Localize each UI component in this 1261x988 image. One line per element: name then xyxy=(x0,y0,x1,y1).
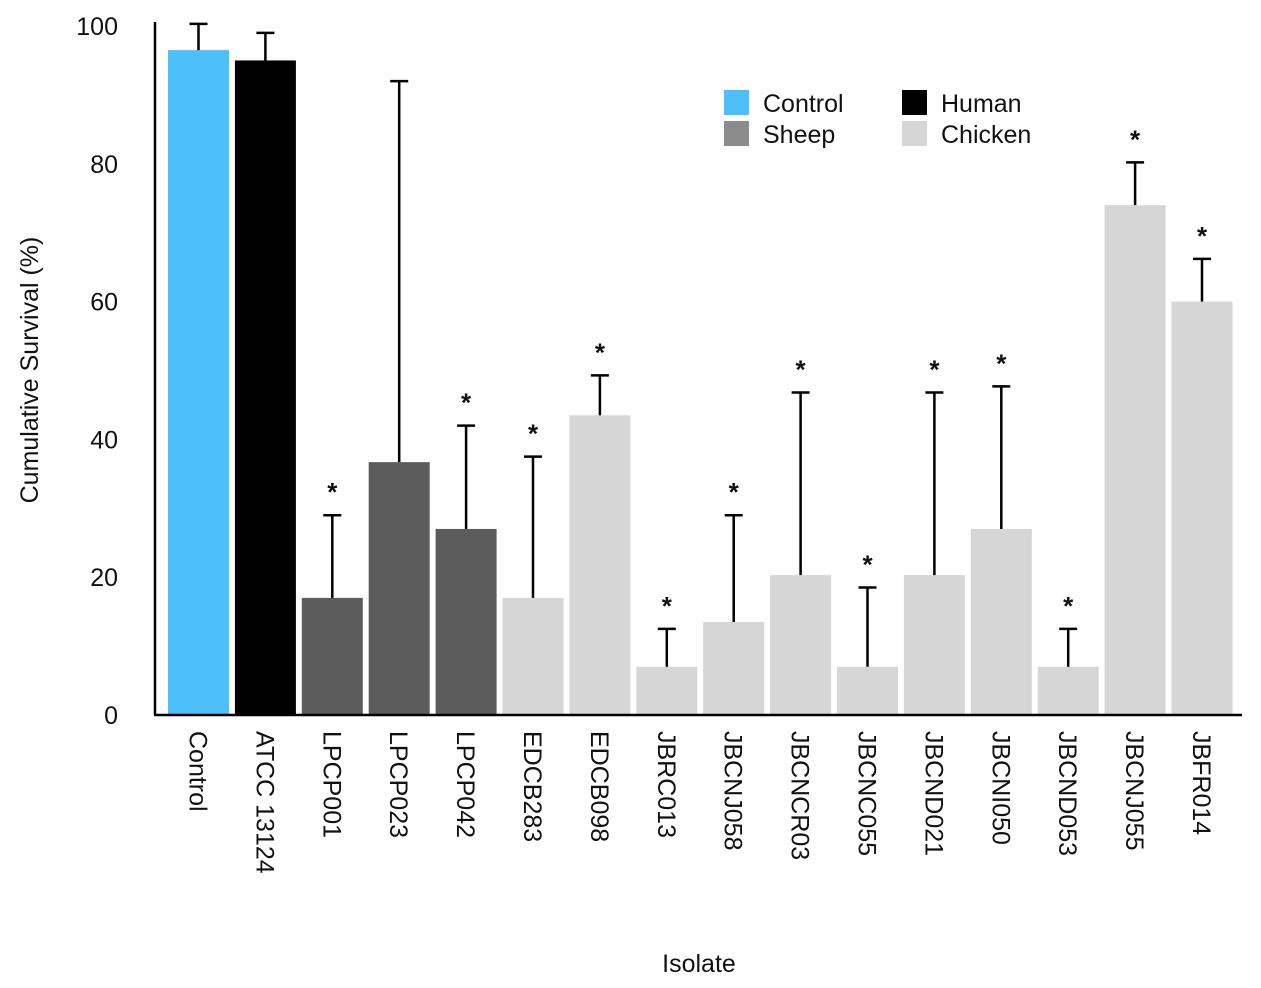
axes: 0 20 40 60 80 100 Control ATCC 13124 LPCP001 LPC… xyxy=(76,13,1242,874)
x-tick-label: JBCNCR03 xyxy=(786,731,814,860)
x-tick-label: JBCNI050 xyxy=(986,731,1014,845)
significance-star: * xyxy=(528,419,539,449)
bar-atcc-13124 xyxy=(234,60,296,715)
bar-lpcp023 xyxy=(368,462,430,715)
x-tick-label: JBCNJ058 xyxy=(719,731,747,851)
bar-jbcnd053 xyxy=(1037,666,1099,715)
significance-star: * xyxy=(327,477,338,507)
legend-label-sheep: Sheep xyxy=(763,121,835,149)
y-tick-label: 40 xyxy=(90,426,118,454)
x-tick-label: LPCP042 xyxy=(451,731,479,838)
x-tick-label: JBFR014 xyxy=(1187,731,1215,835)
bar-lpcp042 xyxy=(435,528,497,715)
y-axis-title: Cumulative Survival (%) xyxy=(16,237,44,504)
bar-jbcnc055 xyxy=(837,666,898,715)
x-tick-label: EDCB283 xyxy=(518,731,546,842)
bar-control xyxy=(168,50,229,716)
x-tick-label: JBCNC055 xyxy=(853,731,881,856)
bar-edcb283 xyxy=(502,597,564,715)
bar-jbcni050 xyxy=(970,528,1032,715)
x-tick-label: JBCND053 xyxy=(1053,731,1081,856)
x-tick-label: JBCND021 xyxy=(919,731,947,856)
significance-star: * xyxy=(1063,591,1074,621)
legend-label-human: Human xyxy=(941,90,1022,118)
x-tick-labels: Control ATCC 13124 LPCP001 LPCP023 LPCP042 ED… xyxy=(184,731,1216,874)
x-tick-label: ATCC 13124 xyxy=(250,731,278,874)
x-tick-label: LPCP001 xyxy=(317,731,345,838)
significance-star: * xyxy=(929,355,940,385)
significance-star: * xyxy=(662,591,673,621)
x-tick-label: Control xyxy=(184,731,212,812)
y-tick-label: 60 xyxy=(90,289,118,317)
significance-star: * xyxy=(862,550,873,580)
y-tick-label: 100 xyxy=(76,13,118,41)
plot-area: * * * * * * * * * * * * * xyxy=(168,22,1233,716)
y-tick-labels: 0 20 40 60 80 100 xyxy=(76,13,118,730)
bar-lpcp001 xyxy=(301,597,363,715)
legend-swatch-chicken xyxy=(902,121,927,146)
significance-star: * xyxy=(796,355,807,385)
error-bars-layer xyxy=(189,22,1211,667)
significance-star: * xyxy=(729,477,740,507)
bar-jbcnj055 xyxy=(1104,205,1166,715)
significance-star: * xyxy=(595,337,606,367)
y-tick-label: 20 xyxy=(90,564,118,592)
legend-label-control: Control xyxy=(763,90,844,118)
bar-jbcnd021 xyxy=(903,575,965,715)
significance-star: * xyxy=(996,348,1007,378)
x-axis-title: Isolate xyxy=(662,950,736,978)
y-tick-label: 80 xyxy=(90,151,118,179)
bars-layer xyxy=(168,50,1233,716)
x-tick-label: JBCNJ055 xyxy=(1120,731,1148,851)
x-tick-label: JBRC013 xyxy=(652,731,680,838)
bar-edcb098 xyxy=(569,415,631,715)
y-tick-label: 0 xyxy=(104,702,118,730)
bar-jbcncr03 xyxy=(770,575,832,715)
bar-jbfr014 xyxy=(1171,301,1233,715)
x-tick-label: LPCP023 xyxy=(384,731,412,838)
legend-label-chicken: Chicken xyxy=(941,121,1031,149)
legend-swatch-control xyxy=(724,90,749,115)
significance-markers-layer: * * * * * * * * * * * * * xyxy=(327,124,1208,620)
bar-jbrc013 xyxy=(636,666,698,715)
bar-jbcnj058 xyxy=(703,621,765,715)
significance-star: * xyxy=(461,388,472,418)
x-tick-label: EDCB098 xyxy=(585,731,613,842)
significance-star: * xyxy=(1197,221,1208,251)
legend-swatch-human xyxy=(902,90,927,115)
legend: Control Human Sheep Chicken xyxy=(724,90,1031,149)
significance-star: * xyxy=(1130,124,1141,154)
legend-swatch-sheep xyxy=(724,121,749,146)
